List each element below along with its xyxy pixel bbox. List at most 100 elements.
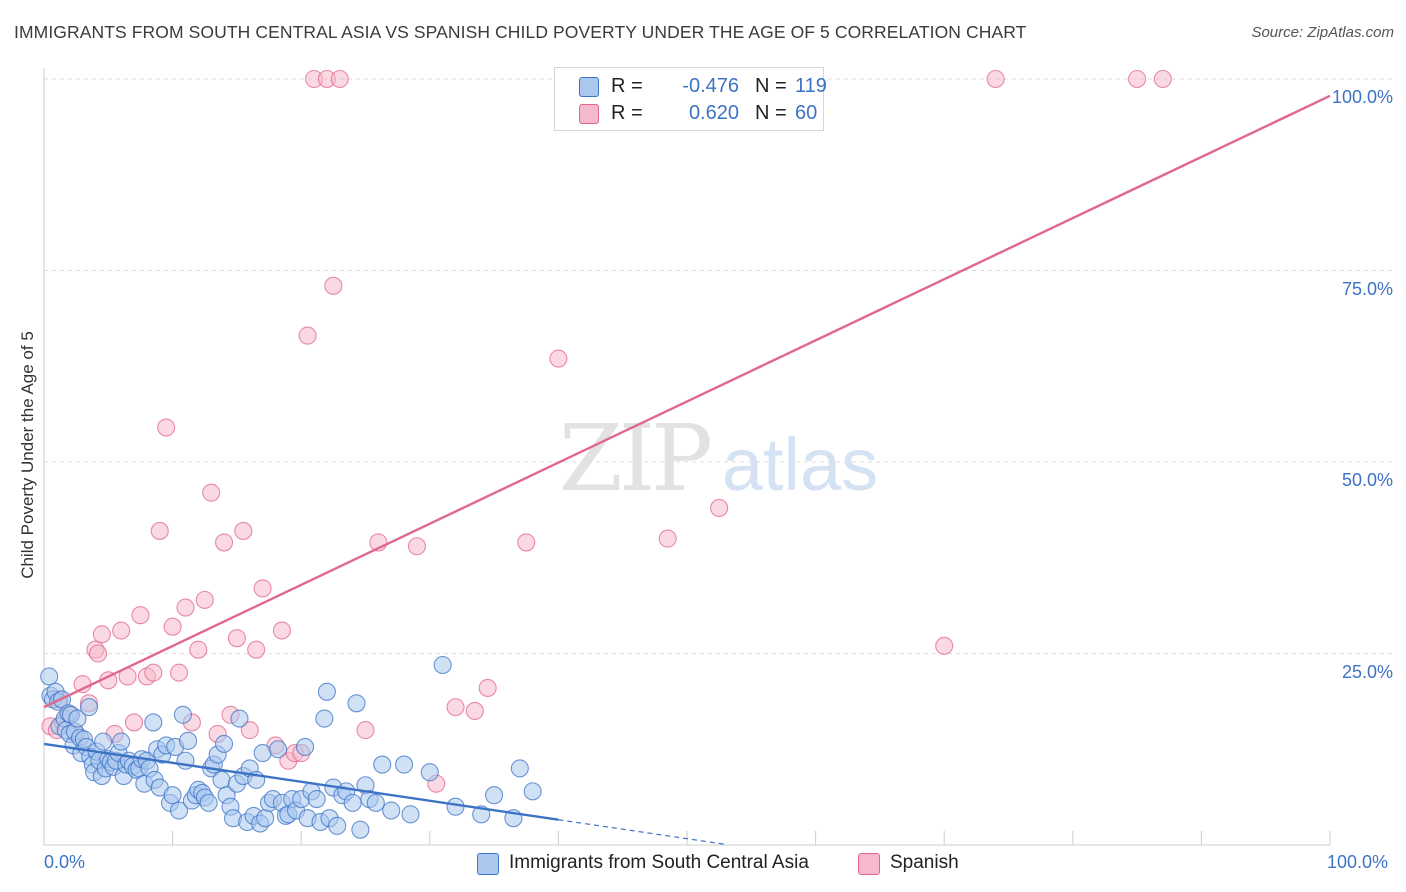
immigrants-point: [68, 709, 87, 728]
immigrants-point: [212, 770, 231, 789]
immigrants-trend-line: [43, 742, 559, 821]
spanish-point: [163, 617, 182, 636]
n-value: 60: [795, 102, 818, 124]
immigrants-point: [351, 820, 370, 839]
chart-title: IMMIGRANTS FROM SOUTH CENTRAL ASIA VS SP…: [14, 22, 1027, 42]
immigrants-point: [40, 667, 59, 686]
immigrants-point: [144, 713, 163, 732]
immigrants-point: [420, 763, 439, 782]
immigrants-point: [373, 755, 392, 774]
spanish-point: [227, 629, 246, 648]
spanish-point: [157, 418, 176, 437]
immigrants-swatch-icon: [477, 853, 499, 875]
spanish-point: [247, 640, 266, 659]
watermark-zip: ZIP: [559, 405, 710, 512]
spanish-point: [202, 483, 221, 502]
x-tick-label-min: 0.0%: [44, 852, 86, 872]
spanish-point: [986, 69, 1005, 89]
y-tick-label: 100.0%: [1331, 87, 1393, 107]
n-label: N =: [755, 102, 787, 124]
immigrants-points: [40, 655, 542, 839]
axes: [43, 68, 1331, 846]
immigrants-point: [366, 793, 385, 812]
spanish-point: [710, 498, 729, 518]
r-value: 0.620: [688, 102, 739, 124]
immigrants-swatch-icon: [579, 77, 599, 97]
x-tick-label-max: 100.0%: [1327, 852, 1389, 872]
r-label: R =: [611, 75, 643, 97]
spanish-point: [176, 598, 195, 617]
spanish-point: [465, 701, 484, 721]
immigrants-point: [401, 805, 420, 824]
y-tick-label: 25.0%: [1341, 661, 1393, 682]
immigrants-point: [433, 655, 452, 675]
spanish-point: [234, 521, 253, 540]
immigrants-point: [230, 709, 249, 728]
legend-label: Immigrants from South Central Asia: [509, 852, 809, 873]
spanish-swatch-icon: [858, 853, 880, 875]
y-tick-label: 75.0%: [1341, 278, 1393, 299]
spanish-point: [253, 579, 272, 598]
spanish-point: [407, 537, 426, 556]
spanish-point: [92, 625, 111, 644]
immigrants-point: [446, 797, 465, 816]
spanish-point: [1153, 69, 1172, 89]
spanish-point: [549, 349, 568, 368]
watermark-atlas: atlas: [722, 423, 878, 506]
immigrants-point: [510, 759, 529, 778]
spanish-point: [131, 606, 150, 625]
immigrants-point: [347, 694, 366, 713]
immigrants-point: [79, 698, 99, 717]
spanish-point: [144, 663, 163, 682]
spanish-point: [1128, 69, 1147, 89]
spanish-point: [324, 276, 343, 295]
immigrants-point: [269, 740, 288, 759]
spanish-point: [478, 678, 497, 698]
n-value: 119: [795, 75, 827, 97]
spanish-point: [935, 636, 954, 655]
r-value: -0.476: [682, 75, 739, 97]
grid-lines: [44, 78, 1395, 654]
spanish-point: [446, 698, 465, 717]
immigrants-point: [256, 809, 275, 828]
spanish-point: [240, 721, 259, 740]
watermark: ZIP atlas: [559, 405, 878, 512]
spanish-point: [272, 621, 291, 640]
immigrants-trend-extension: [558, 819, 726, 845]
spanish-point: [150, 521, 169, 540]
spanish-point: [169, 663, 189, 682]
immigrants-point: [253, 744, 272, 763]
spanish-point: [658, 529, 677, 548]
spanish-point: [88, 644, 108, 663]
spanish-point: [356, 721, 375, 740]
spanish-swatch-icon: [579, 104, 599, 124]
stats-legend: R = -0.476 N = 119 R = 0.620 N = 60: [554, 67, 827, 131]
immigrants-point: [112, 732, 131, 751]
immigrants-point: [382, 801, 401, 820]
immigrants-point: [523, 782, 542, 801]
spanish-point: [112, 621, 131, 640]
immigrants-point: [214, 734, 234, 753]
trend-lines: [43, 94, 1331, 845]
immigrants-point: [317, 682, 336, 701]
r-label: R =: [611, 102, 643, 124]
immigrants-point: [163, 786, 182, 805]
immigrants-point: [307, 789, 326, 809]
y-tick-label: 50.0%: [1341, 470, 1393, 490]
spanish-point: [298, 326, 317, 345]
spanish-point: [195, 590, 214, 609]
spanish-points: [41, 69, 1172, 793]
chart-source: Source: ZipAtlas.com: [1251, 24, 1394, 41]
immigrants-point: [94, 732, 113, 751]
immigrants-point: [315, 709, 334, 728]
n-label: N =: [755, 75, 787, 97]
spanish-trend-line: [43, 94, 1331, 709]
immigrants-point: [395, 755, 414, 774]
spanish-point: [189, 640, 208, 659]
series-legend: Immigrants from South Central Asia Spani…: [0, 852, 1406, 878]
immigrants-point: [169, 801, 189, 820]
immigrants-point: [328, 816, 347, 835]
spanish-point: [330, 69, 349, 89]
immigrants-point: [178, 731, 198, 750]
